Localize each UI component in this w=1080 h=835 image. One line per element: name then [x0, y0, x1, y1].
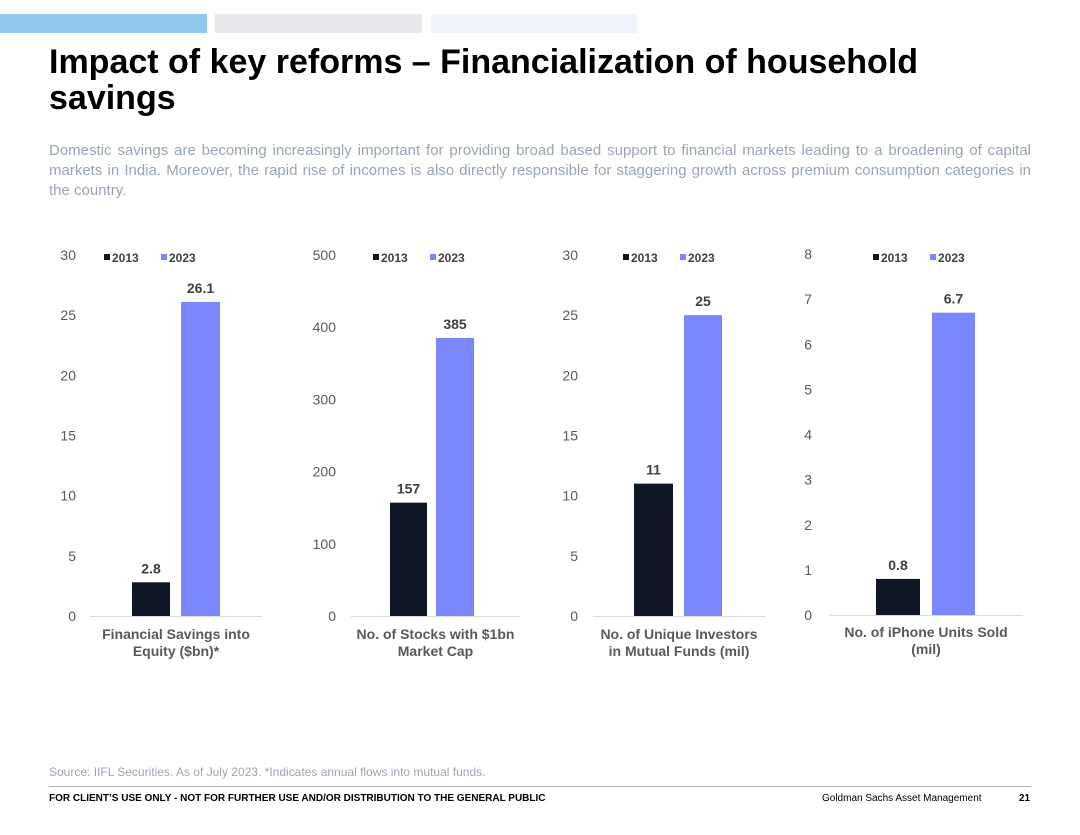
bar-2023 — [684, 315, 722, 616]
legend-label-2013: 2013 — [381, 251, 408, 265]
y-tick-label: 3 — [804, 472, 812, 488]
y-tick-label: 1 — [804, 562, 812, 578]
x-axis-label: (mil) — [911, 641, 941, 657]
y-tick-label: 400 — [313, 319, 337, 335]
x-axis-label: No. of iPhone Units Sold — [844, 624, 1007, 640]
legend-swatch-2023 — [430, 254, 436, 260]
legend-label-2023: 2023 — [938, 251, 965, 265]
bar-2023 — [932, 312, 975, 615]
y-tick-label: 500 — [313, 247, 337, 263]
legend-swatch-2023 — [680, 254, 686, 260]
legend-swatch-2023 — [161, 254, 167, 260]
chart-financial-savings: 0 5 10 15 20 25 30 2.8 26.1 2013 2023 Financial Sav… — [60, 247, 262, 659]
chart-mutual-fund-investors: 0 5 10 15 20 25 30 11 25 2013 2023 No. of Unique In… — [562, 247, 765, 659]
data-label-2023: 26.1 — [187, 280, 214, 296]
data-label-2013: 157 — [397, 481, 421, 497]
y-tick-label: 6 — [804, 336, 812, 352]
y-tick-label: 15 — [562, 428, 578, 444]
footer-divider — [49, 786, 1031, 787]
y-tick-label: 4 — [804, 427, 812, 443]
legend-swatch-2013 — [104, 254, 110, 260]
page-subtitle: Domestic savings are becoming increasing… — [49, 142, 1031, 199]
y-tick-label: 5 — [570, 548, 578, 564]
legend-label-2013: 2013 — [881, 251, 908, 265]
legend-swatch-2013 — [373, 254, 379, 260]
x-axis-label: Financial Savings into — [102, 626, 250, 642]
header-tab-1 — [0, 14, 207, 33]
page-title: Impact of key reforms – Financialization… — [49, 43, 919, 117]
data-label-2013: 11 — [646, 462, 661, 478]
y-tick-label: 10 — [562, 488, 578, 504]
bar-2013 — [390, 502, 427, 616]
data-label-2023: 25 — [695, 293, 711, 309]
y-tick-label: 15 — [60, 428, 76, 444]
disclaimer: FOR CLIENT’S USE ONLY - NOT FOR FURTHER … — [49, 793, 546, 804]
bar-2013 — [132, 582, 170, 616]
x-axis-label: No. of Unique Investors — [600, 626, 757, 642]
x-axis-label: in Mutual Funds (mil) — [609, 643, 750, 659]
y-tick-label: 0 — [328, 608, 336, 624]
y-tick-label: 25 — [60, 307, 76, 323]
bar-2023 — [436, 338, 474, 616]
y-tick-label: 100 — [313, 536, 337, 552]
legend-swatch-2013 — [873, 254, 879, 260]
y-tick-label: 7 — [804, 291, 812, 307]
legend-label-2013: 2013 — [112, 251, 139, 265]
chart-iphone-units: 0 1 2 3 4 5 6 7 8 0.8 6.7 2013 2023 No. of iPhone Uni… — [804, 246, 1023, 657]
y-tick-label: 30 — [60, 247, 76, 263]
y-tick-label: 5 — [68, 548, 76, 564]
y-tick-label: 0 — [68, 608, 76, 624]
y-tick-label: 0 — [804, 607, 812, 623]
y-tick-label: 5 — [804, 381, 812, 397]
legend-label-2023: 2023 — [688, 251, 715, 265]
page-number: 21 — [1019, 793, 1031, 804]
header-tab-3 — [431, 14, 637, 33]
y-tick-label: 300 — [313, 391, 337, 407]
source-note: Source: IIFL Securities. As of July 2023… — [49, 765, 486, 779]
y-tick-label: 2 — [804, 517, 812, 533]
bar-2023 — [181, 301, 220, 616]
x-axis-label: Equity ($bn)* — [133, 643, 220, 659]
bar-2013 — [634, 483, 673, 616]
bar-2013 — [876, 578, 920, 615]
y-tick-label: 8 — [804, 246, 812, 262]
y-tick-label: 20 — [562, 367, 578, 383]
x-axis-label: No. of Stocks with $1bn — [357, 626, 515, 642]
y-tick-label: 10 — [60, 488, 76, 504]
chart-stocks-market-cap: 0 100 200 300 400 500 157 385 2013 2023 No. of Sto… — [313, 247, 520, 659]
legend-label-2013: 2013 — [631, 251, 658, 265]
header-tab-2 — [215, 14, 422, 33]
data-label-2023: 6.7 — [944, 291, 964, 307]
legend-swatch-2013 — [623, 254, 629, 260]
y-tick-label: 30 — [562, 247, 578, 263]
x-axis-label: Market Cap — [398, 643, 473, 659]
legend-label-2023: 2023 — [169, 251, 196, 265]
data-label-2023: 385 — [443, 316, 467, 332]
legend-label-2023: 2023 — [438, 251, 465, 265]
y-tick-label: 25 — [562, 307, 578, 323]
data-label-2013: 2.8 — [141, 560, 161, 576]
data-label-2013: 0.8 — [888, 557, 908, 573]
y-tick-label: 200 — [313, 464, 337, 480]
y-tick-label: 0 — [570, 608, 578, 624]
brand-name: Goldman Sachs Asset Management — [822, 793, 982, 804]
legend-swatch-2023 — [930, 254, 936, 260]
y-tick-label: 20 — [60, 367, 76, 383]
